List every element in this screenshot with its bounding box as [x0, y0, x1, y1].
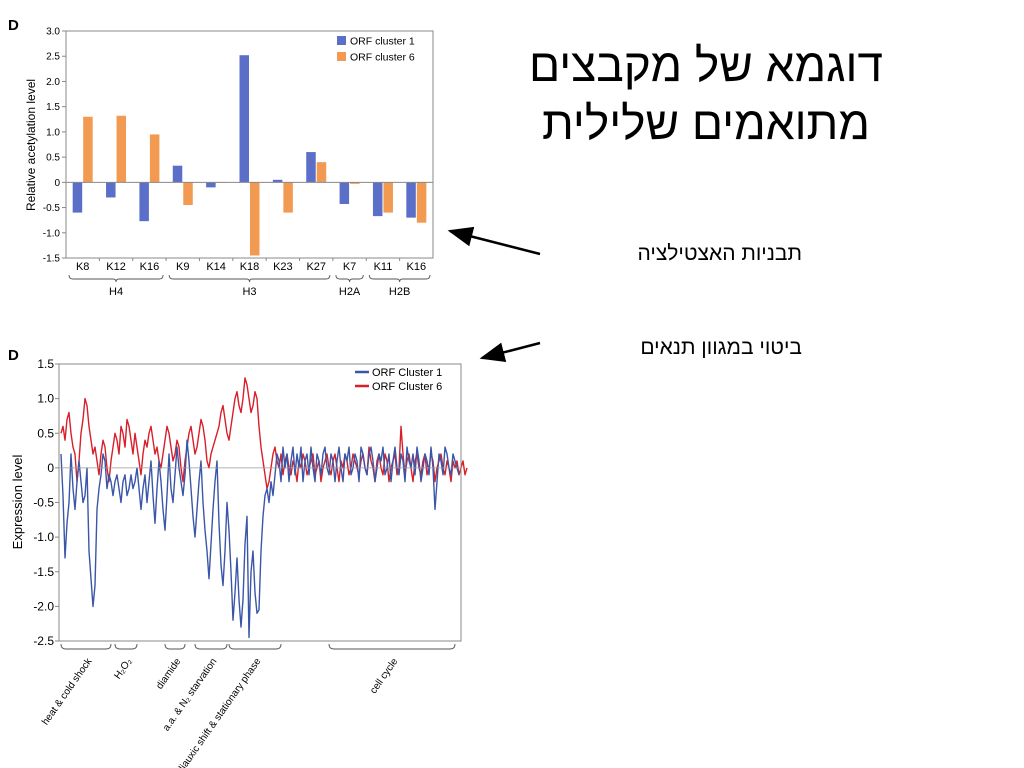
- bar-2: [250, 182, 260, 256]
- bar-x-tick-label: K16: [407, 261, 427, 273]
- bar-x-tick-label: K12: [106, 261, 126, 273]
- bar-2: [316, 162, 327, 183]
- bar-y-tick-label: -1.0: [43, 228, 61, 239]
- bar-x-tick-label: K9: [176, 261, 189, 273]
- bar-2: [383, 182, 393, 213]
- bar-1: [272, 179, 283, 183]
- bar-group-label: H2B: [389, 286, 410, 298]
- slide-title-line1: דוגמא של מקבצים: [529, 39, 883, 91]
- line-condition-bracket: [60, 643, 112, 650]
- bar-1: [339, 182, 350, 205]
- bar-group-brace: [168, 274, 331, 283]
- bar-y-tick-label: 2.5: [46, 52, 60, 63]
- bar-y-tick-label: -0.5: [43, 203, 61, 214]
- line-legend-label: ORF Cluster 6: [372, 381, 442, 393]
- acetylation-bar-chart: D Relative acetylation level -1.5 -1.0 -0.…: [8, 17, 434, 298]
- bar-group-brace: [368, 274, 431, 283]
- bar-group-brace: [68, 274, 164, 283]
- line-y-tick-label: 1.5: [37, 357, 54, 371]
- bar-y-tick-label: 1.5: [46, 102, 60, 113]
- line-y-tick-label: 0.5: [37, 426, 54, 440]
- bar-1: [206, 182, 216, 188]
- line-series-orf-cluster-1: [60, 439, 460, 639]
- slide-title-line2: מתואמים שלילית: [542, 97, 870, 149]
- line-condition-bracket: [164, 643, 186, 650]
- bar-y-tick-label: 3.0: [46, 27, 60, 38]
- line-y-tick-label: 0: [47, 461, 54, 475]
- bar-x-tick-label: K11: [374, 261, 393, 273]
- bar-legend-label: ORF cluster 1: [350, 36, 415, 48]
- bar-legend-swatch: [337, 52, 346, 61]
- bar-panel-letter: D: [8, 17, 19, 34]
- label-expression: ביטוי במגוון תנאים: [640, 336, 802, 359]
- arrow-to-line-chart: [479, 341, 541, 363]
- bar-1: [106, 182, 116, 198]
- line-condition-label: heat & cold shock: [40, 656, 95, 728]
- line-y-tick-label: -1.0: [33, 530, 54, 544]
- line-y-tick-label: -2.5: [33, 634, 54, 648]
- line-y-tick-label: 1.0: [37, 392, 54, 406]
- bar-y-tick-label: -1.5: [43, 254, 61, 265]
- bar-1: [239, 55, 249, 183]
- bar-group-label: H2A: [339, 286, 361, 298]
- bar-legend-swatch: [337, 36, 346, 45]
- bar-x-tick-label: K14: [206, 261, 226, 273]
- bar-1: [72, 182, 83, 213]
- bar-y-tick-label: 0: [54, 178, 60, 189]
- arrow-to-bar-chart: [447, 226, 541, 256]
- line-condition-label: diamide: [154, 656, 183, 691]
- bar-1: [406, 182, 416, 218]
- bar-1: [172, 165, 183, 183]
- bar-2: [83, 116, 93, 183]
- bar-plot-frame: [65, 30, 434, 259]
- bar-y-axis-label: Relative acetylation level: [24, 79, 38, 211]
- bar-1: [372, 182, 383, 217]
- bar-x-tick-label: K8: [76, 261, 89, 273]
- line-condition-bracket: [228, 643, 282, 650]
- line-y-tick-label: -1.5: [33, 565, 54, 579]
- label-acetylation: תבניות האצטילציה: [637, 242, 802, 265]
- line-plot-frame: [58, 363, 462, 642]
- line-panel-letter: D: [8, 347, 19, 364]
- line-condition-label: diauxic shift & stationary phase: [175, 656, 263, 768]
- line-condition-bracket: [114, 643, 138, 650]
- bar-y-tick-label: 1.0: [46, 127, 60, 138]
- line-condition-bracket: [328, 643, 456, 650]
- bar-y-tick-label: 0.5: [46, 153, 60, 164]
- line-y-axis-label: Expression level: [10, 455, 25, 550]
- bar-2: [116, 115, 127, 183]
- line-legend-label: ORF Cluster 1: [372, 367, 442, 379]
- bar-y-tick-label: 2.0: [46, 77, 60, 88]
- bar-2: [416, 182, 427, 223]
- slide-title: דוגמא של מקבצים מתואמים שלילית: [466, 36, 946, 152]
- line-condition-bracket: [194, 643, 228, 650]
- line-condition-label: cell cycle: [368, 656, 401, 696]
- bar-2: [283, 182, 293, 213]
- bar-group-label: H3: [242, 286, 256, 298]
- bar-x-tick-label: K23: [273, 261, 293, 273]
- bar-x-tick-label: K18: [240, 261, 260, 273]
- bar-x-tick-label: K16: [140, 261, 160, 273]
- bar-1: [306, 152, 316, 183]
- bar-legend-label: ORF cluster 6: [350, 52, 415, 64]
- bar-x-tick-label: K27: [306, 261, 326, 273]
- bar-1: [139, 182, 149, 222]
- bar-2: [149, 134, 160, 183]
- bar-2: [183, 182, 193, 206]
- expression-line-chart: D Expression level -2.5 -2.0 -1.5 -1.0 -0.5 0…: [8, 347, 468, 768]
- line-y-tick-label: -2.0: [33, 599, 54, 613]
- line-y-tick-label: -0.5: [33, 496, 54, 510]
- bar-x-tick-label: K7: [343, 261, 356, 273]
- bar-2: [350, 182, 360, 184]
- bar-group-brace: [335, 274, 364, 283]
- bar-group-label: H4: [109, 286, 123, 298]
- line-condition-label: H₂O₂: [112, 656, 134, 681]
